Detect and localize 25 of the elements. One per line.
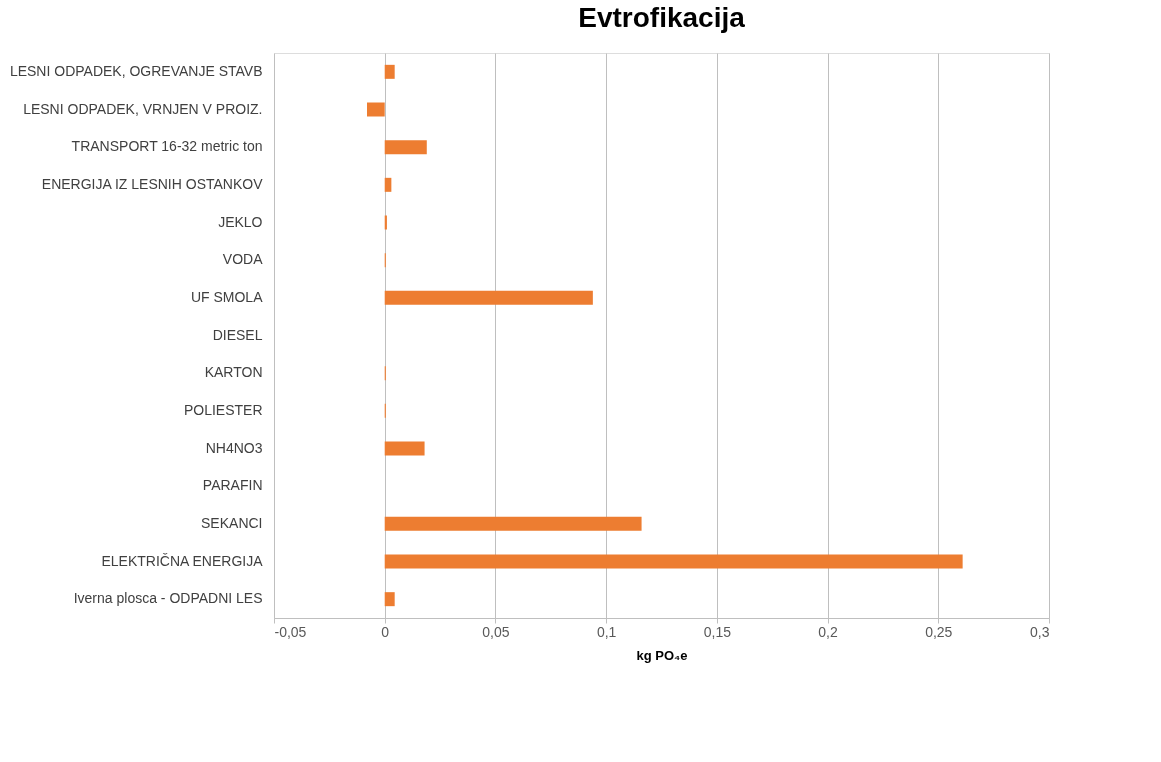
x-tick-label: 0,25 bbox=[925, 623, 953, 640]
y-tick-label: POLIESTER bbox=[183, 401, 263, 418]
y-tick-label: Iverna plosca - ODPADNI LES bbox=[73, 590, 263, 607]
chart-title: Evtrofikacija bbox=[578, 2, 746, 33]
y-tick-label: VODA bbox=[222, 251, 264, 268]
y-tick-label: TRANSPORT 16-32 metric ton bbox=[71, 138, 263, 155]
y-tick-label: KARTON bbox=[204, 364, 263, 381]
y-tick-label: JEKLO bbox=[218, 213, 263, 230]
y-tick-label: UF SMOLA bbox=[190, 288, 264, 305]
x-tick-label: 0,1 bbox=[596, 623, 617, 640]
y-tick-label: LESNI ODPADEK, VRNJEN V PROIZ. bbox=[23, 100, 263, 117]
x-tick-label: 0,2 bbox=[818, 623, 839, 640]
x-tick-label: -0,05 bbox=[274, 623, 307, 640]
x-tick-label: 0 bbox=[381, 623, 390, 640]
y-tick-label: PARAFIN bbox=[202, 477, 263, 494]
y-tick-label: SEKANCI bbox=[201, 514, 263, 531]
x-tick-label: 0,15 bbox=[703, 623, 732, 640]
y-tick-label: LESNI ODPADEK, OGREVANJE STAVB bbox=[9, 62, 263, 79]
y-tick-label: NH4NO3 bbox=[205, 439, 263, 456]
x-tick-label: 0,05 bbox=[482, 623, 510, 640]
x-tick-label: 0,3 bbox=[1030, 623, 1050, 640]
y-tick-label: ELEKTRIČNA ENERGIJA bbox=[101, 552, 264, 569]
x-axis-title: kg PO₄e bbox=[636, 647, 688, 663]
y-tick-label: DIESEL bbox=[212, 326, 263, 343]
y-tick-label: ENERGIJA IZ LESNIH OSTANKOV bbox=[41, 175, 264, 192]
